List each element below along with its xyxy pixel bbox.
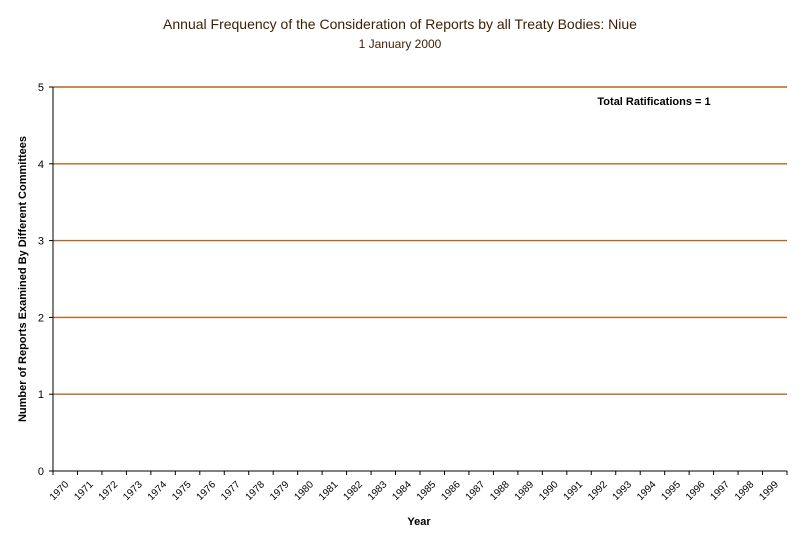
x-tick-label: 1988 xyxy=(488,479,512,503)
x-axis-label: Year xyxy=(407,516,431,528)
x-tick-labels: 1970 1971 1972 1973 1974 1975 1976 1977 1978 1979… xyxy=(48,479,781,503)
x-tick-label: 1979 xyxy=(268,479,292,503)
y-tick-label: 1 xyxy=(38,389,44,401)
x-tick-label: 1973 xyxy=(121,479,145,503)
x-tick-label: 1984 xyxy=(390,479,414,503)
x-tick-label: 1998 xyxy=(733,479,757,503)
y-tick-labels: 0 1 2 3 4 5 xyxy=(38,82,44,478)
x-tick-label: 1972 xyxy=(97,479,121,503)
x-tick-label: 1981 xyxy=(317,479,341,503)
x-tick-label: 1970 xyxy=(48,479,72,503)
x-tick-label: 1990 xyxy=(537,479,561,503)
total-ratifications-annotation: Total Ratifications = 1 xyxy=(597,96,710,108)
x-tick-label: 1991 xyxy=(562,479,586,503)
gridlines xyxy=(53,86,787,395)
x-tick-label: 1997 xyxy=(708,479,732,503)
y-tick-label: 4 xyxy=(38,159,44,171)
x-tick-label: 1978 xyxy=(244,479,268,503)
x-tick-label: 1982 xyxy=(341,479,365,503)
axes xyxy=(49,86,788,475)
x-tick-label: 1976 xyxy=(195,479,219,503)
x-tick-label: 1987 xyxy=(464,479,488,503)
x-tick-label: 1993 xyxy=(611,479,635,503)
x-tick-label: 1996 xyxy=(684,479,708,503)
x-tick-label: 1985 xyxy=(415,479,439,503)
x-tick-label: 1980 xyxy=(293,479,317,503)
x-tick-label: 1975 xyxy=(170,479,194,503)
x-tick-label: 1989 xyxy=(513,479,537,503)
x-tick-label: 1977 xyxy=(219,479,243,503)
y-axis-label: Number of Reports Examined By Different … xyxy=(17,136,29,422)
x-tick-label: 1994 xyxy=(635,479,659,503)
y-tick-label: 5 xyxy=(38,82,44,94)
x-tick-label: 1983 xyxy=(366,479,390,503)
y-tick-label: 2 xyxy=(38,312,44,324)
x-tick-label: 1971 xyxy=(72,479,96,503)
y-tick-label: 0 xyxy=(38,466,44,478)
x-tick-label: 1995 xyxy=(660,479,684,503)
x-tick-label: 1992 xyxy=(586,479,610,503)
x-tick-label: 1999 xyxy=(757,479,781,503)
y-tick-label: 3 xyxy=(38,236,44,248)
x-tick-label: 1986 xyxy=(439,479,463,503)
chart-title: Annual Frequency of the Consideration of… xyxy=(163,16,637,32)
chart-subtitle: 1 January 2000 xyxy=(358,37,442,51)
x-tick-label: 1974 xyxy=(146,479,170,503)
